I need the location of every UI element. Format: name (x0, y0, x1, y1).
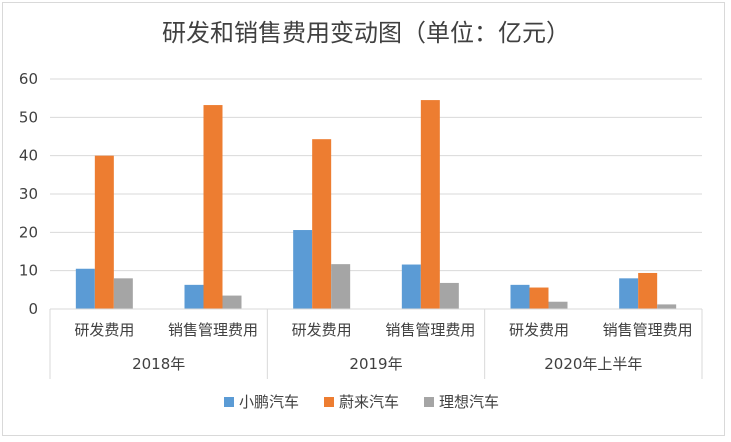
legend: 小鹏汽车 蔚来汽车 理想汽车 (224, 393, 499, 411)
bar-小鹏汽车-5 (619, 278, 639, 309)
x-group-label: 2018年 (132, 355, 185, 373)
bar-理想汽车-0 (113, 278, 133, 309)
chart-title: 研发和销售费用变动图（单位：亿元） (162, 19, 570, 47)
bar-理想汽车-4 (548, 301, 568, 309)
x-category-label: 研发费用 (509, 321, 569, 339)
y-tick-label: 30 (19, 185, 38, 203)
chart-frame (2, 2, 725, 436)
bar-小鹏汽车-1 (184, 284, 204, 309)
x-group-label: 2019年 (349, 355, 402, 373)
axes: 0 10 20 30 40 50 60 研发费用 销售管理费用 研发费用 销售管理费用 研发费用 销售管… (19, 70, 703, 379)
bar-蔚来汽车-0 (94, 155, 114, 309)
x-category-label: 研发费用 (292, 321, 352, 339)
bar-蔚来汽车-5 (638, 272, 658, 309)
bar-小鹏汽车-3 (401, 264, 421, 309)
bar-理想汽车-5 (657, 304, 677, 309)
bar-蔚来汽车-2 (312, 139, 332, 309)
y-tick-label: 20 (19, 223, 38, 241)
x-group-label: 2020年上半年 (544, 355, 642, 373)
bar-理想汽车-1 (222, 295, 242, 309)
legend-swatch (424, 397, 434, 407)
bar-小鹏汽车-0 (75, 268, 95, 309)
x-category-label: 销售管理费用 (168, 321, 258, 339)
bar-小鹏汽车-4 (510, 284, 530, 309)
bar-蔚来汽车-3 (420, 100, 440, 309)
bar-理想汽车-3 (439, 282, 459, 309)
legend-swatch (224, 397, 234, 407)
legend-swatch (324, 397, 334, 407)
y-tick-label: 10 (19, 262, 38, 280)
bar-蔚来汽车-4 (529, 287, 549, 309)
legend-label: 小鹏汽车 (239, 393, 299, 411)
bar-理想汽车-2 (331, 264, 351, 309)
bar-小鹏汽车-2 (293, 230, 313, 309)
y-tick-label: 50 (19, 108, 38, 126)
legend-label: 蔚来汽车 (339, 393, 399, 411)
y-tick-label: 40 (19, 147, 38, 165)
bars (75, 100, 677, 309)
x-category-label: 销售管理费用 (603, 321, 693, 339)
x-category-label: 销售管理费用 (385, 321, 475, 339)
bar-蔚来汽车-1 (203, 105, 223, 309)
x-category-label: 研发费用 (74, 321, 134, 339)
gridlines (50, 78, 702, 310)
y-tick-label: 60 (19, 70, 38, 88)
legend-label: 理想汽车 (439, 393, 499, 411)
y-tick-label: 0 (28, 300, 38, 318)
